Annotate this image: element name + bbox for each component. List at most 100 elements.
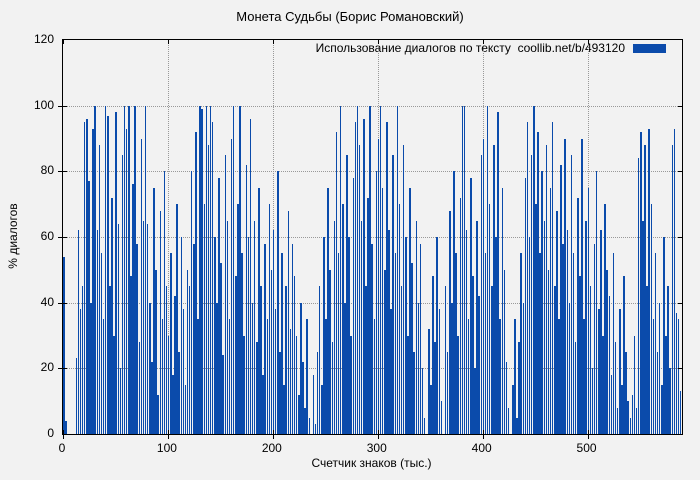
bar — [264, 243, 266, 434]
bar — [390, 309, 392, 434]
bar — [650, 204, 653, 434]
bar — [371, 243, 373, 434]
bar — [392, 154, 394, 434]
x-tick-mark — [272, 430, 274, 434]
y-tick-mark — [678, 302, 682, 304]
bar — [251, 302, 254, 434]
bar — [287, 210, 290, 434]
x-axis-title: Счетчик знаков (тыс.) — [311, 456, 432, 470]
y-tick-mark — [58, 105, 62, 107]
bar — [256, 342, 258, 434]
bar — [272, 230, 275, 434]
bar — [633, 335, 636, 434]
bar — [409, 187, 411, 434]
y-tick-mark — [678, 105, 682, 107]
bar — [581, 138, 583, 434]
x-tick-mark — [167, 435, 169, 439]
y-tick-mark — [63, 237, 67, 238]
bar — [121, 154, 124, 434]
bar — [134, 105, 136, 434]
bar — [533, 105, 535, 434]
y-tick-mark — [678, 171, 682, 173]
bar — [308, 417, 310, 434]
x-tick-label: 0 — [58, 441, 66, 455]
bar — [356, 105, 359, 434]
x-tick-label: 200 — [261, 441, 282, 455]
bar — [402, 145, 405, 434]
bar — [619, 309, 621, 434]
bar — [109, 286, 111, 434]
bar — [579, 276, 581, 434]
bar — [373, 319, 376, 434]
bar — [461, 105, 464, 434]
bar — [180, 237, 182, 434]
bar — [677, 319, 680, 434]
bar — [484, 253, 487, 434]
bar — [377, 138, 380, 434]
bar — [235, 276, 237, 434]
bar — [88, 181, 90, 434]
x-tick-mark — [587, 435, 589, 439]
bar — [598, 309, 600, 434]
bar — [226, 220, 229, 434]
bar — [562, 243, 564, 434]
bar — [350, 335, 352, 434]
y-tick-mark — [58, 368, 62, 370]
bar — [285, 286, 287, 434]
bar — [497, 112, 499, 434]
bar — [142, 220, 145, 434]
gridline-horizontal — [63, 105, 682, 107]
bar — [188, 286, 191, 434]
bar — [107, 115, 109, 434]
bar — [629, 417, 632, 434]
bar — [438, 309, 441, 434]
bar — [230, 138, 233, 434]
y-tick-label: 0 — [47, 426, 54, 440]
bar — [348, 237, 350, 434]
bar — [623, 276, 625, 434]
bar — [354, 122, 357, 434]
bar — [572, 253, 575, 434]
bar — [507, 407, 510, 434]
bar — [270, 269, 273, 434]
bar — [459, 197, 462, 434]
bar — [505, 361, 508, 434]
bar — [360, 220, 363, 434]
bar — [644, 145, 646, 434]
bar — [190, 171, 193, 434]
y-tick-mark — [678, 237, 682, 238]
bar — [312, 374, 315, 434]
bar — [600, 230, 602, 434]
x-tick-mark — [587, 430, 589, 434]
bar — [658, 302, 661, 434]
bar — [625, 351, 627, 434]
bar — [304, 407, 306, 434]
bar — [130, 276, 132, 434]
bar — [119, 368, 122, 434]
bar — [451, 302, 453, 434]
bar — [669, 368, 671, 434]
bar — [423, 417, 426, 434]
y-tick-mark — [63, 105, 67, 107]
bar — [465, 230, 468, 434]
x-tick-label: 300 — [366, 441, 387, 455]
bar — [428, 328, 430, 434]
bar — [495, 237, 497, 434]
bar — [289, 328, 292, 434]
bar — [501, 187, 504, 434]
bar — [94, 105, 96, 434]
bar — [585, 220, 587, 434]
bar — [222, 355, 224, 434]
bar — [595, 171, 598, 434]
bar — [537, 131, 539, 434]
x-tick-label: 500 — [576, 441, 597, 455]
bar — [268, 204, 271, 434]
bar — [260, 286, 262, 434]
legend: Использование диалогов по тексту coollib… — [316, 41, 666, 55]
bar — [132, 184, 134, 434]
bar — [316, 351, 319, 434]
bar — [560, 164, 562, 434]
bar — [593, 243, 596, 434]
bar — [381, 187, 384, 434]
x-tick-label: 100 — [156, 441, 177, 455]
